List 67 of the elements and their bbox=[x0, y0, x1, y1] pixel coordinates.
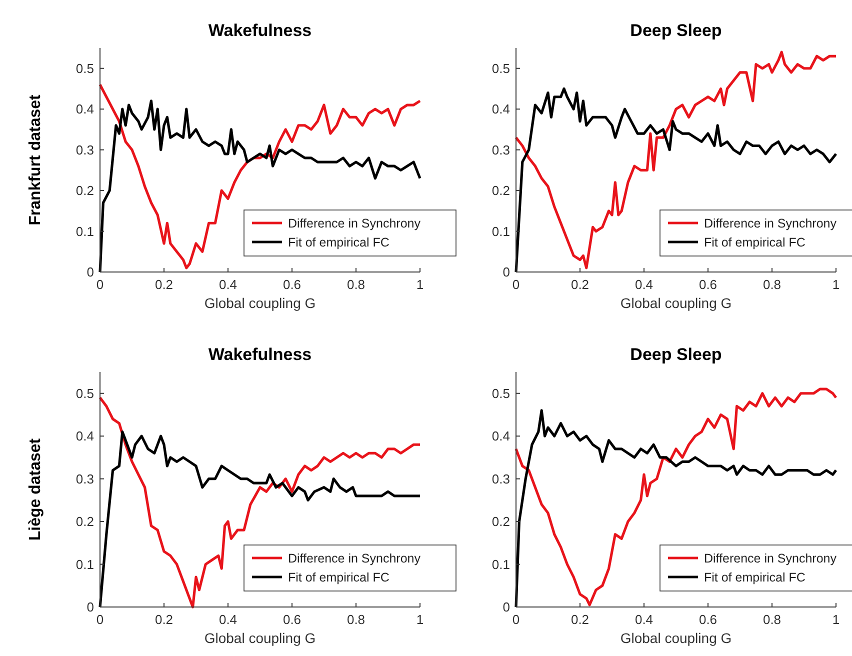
x-tick-label: 0.8 bbox=[762, 277, 782, 292]
x-tick-label: 0 bbox=[512, 612, 520, 627]
y-tick-label: 0.5 bbox=[76, 60, 94, 76]
y-tick-label: 0 bbox=[502, 264, 510, 280]
y-tick-label: 0.1 bbox=[76, 224, 94, 239]
x-tick-label: 0.4 bbox=[218, 277, 238, 292]
chart-title: Wakefulness bbox=[208, 345, 312, 364]
y-axis-title: Frankfurt dataset bbox=[27, 94, 44, 226]
y-tick-label: 0.2 bbox=[76, 183, 94, 198]
y-tick-label: 0.3 bbox=[492, 471, 510, 486]
x-axis-title: Global coupling G bbox=[204, 295, 316, 311]
y-tick-label: 0 bbox=[86, 600, 94, 615]
x-tick-label: 1 bbox=[416, 612, 424, 627]
x-tick-label: 1 bbox=[832, 612, 840, 627]
y-tick-label: 0.3 bbox=[76, 142, 94, 158]
y-tick-label: 0.5 bbox=[492, 60, 510, 76]
x-tick-label: 0.8 bbox=[346, 277, 366, 292]
x-tick-label: 0.2 bbox=[154, 277, 174, 292]
legend-label: Difference in Synchrony bbox=[288, 216, 422, 230]
x-tick-label: 0.2 bbox=[570, 612, 590, 627]
y-tick-label: 0 bbox=[502, 600, 510, 615]
y-tick-label: 0.4 bbox=[76, 428, 94, 444]
x-tick-label: 0.4 bbox=[634, 612, 654, 627]
x-tick-label: 0.8 bbox=[346, 612, 366, 627]
x-tick-label: 0 bbox=[512, 277, 520, 292]
legend-label: Fit of empirical FC bbox=[288, 570, 390, 584]
x-tick-label: 0.2 bbox=[154, 612, 174, 627]
x-tick-label: 0.6 bbox=[282, 277, 302, 292]
legend-label: Difference in Synchrony bbox=[704, 216, 838, 230]
legend-label: Difference in Synchrony bbox=[704, 551, 838, 566]
y-tick-label: 0.4 bbox=[76, 102, 94, 117]
chart-title: Deep Sleep bbox=[630, 345, 722, 364]
x-tick-label: 0.2 bbox=[570, 277, 590, 292]
x-tick-label: 0.6 bbox=[282, 612, 302, 627]
x-tick-label: 1 bbox=[416, 277, 424, 292]
x-axis-title: Global coupling G bbox=[620, 630, 732, 646]
x-axis-title: Global coupling G bbox=[204, 630, 316, 646]
x-tick-label: 1 bbox=[832, 277, 840, 292]
chart-title: Deep Sleep bbox=[630, 21, 722, 40]
legend-label: Fit of empirical FC bbox=[704, 570, 806, 584]
x-tick-label: 0 bbox=[96, 612, 104, 627]
y-tick-label: 0.4 bbox=[492, 428, 510, 444]
y-tick-label: 0.5 bbox=[76, 386, 94, 401]
y-tick-label: 0.3 bbox=[76, 471, 94, 486]
y-tick-label: 0.3 bbox=[492, 142, 510, 158]
legend-label: Difference in Synchrony bbox=[288, 551, 422, 566]
y-tick-label: 0.1 bbox=[76, 556, 94, 572]
y-tick-label: 0.2 bbox=[76, 514, 94, 530]
y-tick-label: 0 bbox=[86, 264, 94, 280]
x-tick-label: 0.4 bbox=[634, 277, 654, 292]
line-series bbox=[514, 50, 838, 270]
legend-label: Fit of empirical FC bbox=[288, 235, 390, 250]
y-tick-label: 0.2 bbox=[492, 183, 510, 198]
x-tick-label: 0.6 bbox=[698, 277, 718, 292]
legend-label: Fit of empirical FC bbox=[704, 235, 806, 250]
x-tick-label: 0 bbox=[96, 277, 104, 292]
chart-title: Wakefulness bbox=[208, 21, 312, 40]
y-tick-label: 0.4 bbox=[492, 102, 510, 117]
y-tick-label: 0.1 bbox=[492, 556, 510, 572]
x-tick-label: 0.6 bbox=[698, 612, 718, 627]
y-axis-title: Liège dataset bbox=[27, 438, 44, 541]
x-tick-label: 0.8 bbox=[762, 612, 782, 627]
y-tick-label: 0.2 bbox=[492, 514, 510, 530]
y-tick-label: 0.5 bbox=[492, 386, 510, 401]
y-tick-label: 0.1 bbox=[492, 224, 510, 239]
x-tick-label: 0.4 bbox=[218, 612, 238, 627]
x-axis-title: Global coupling G bbox=[620, 295, 732, 311]
